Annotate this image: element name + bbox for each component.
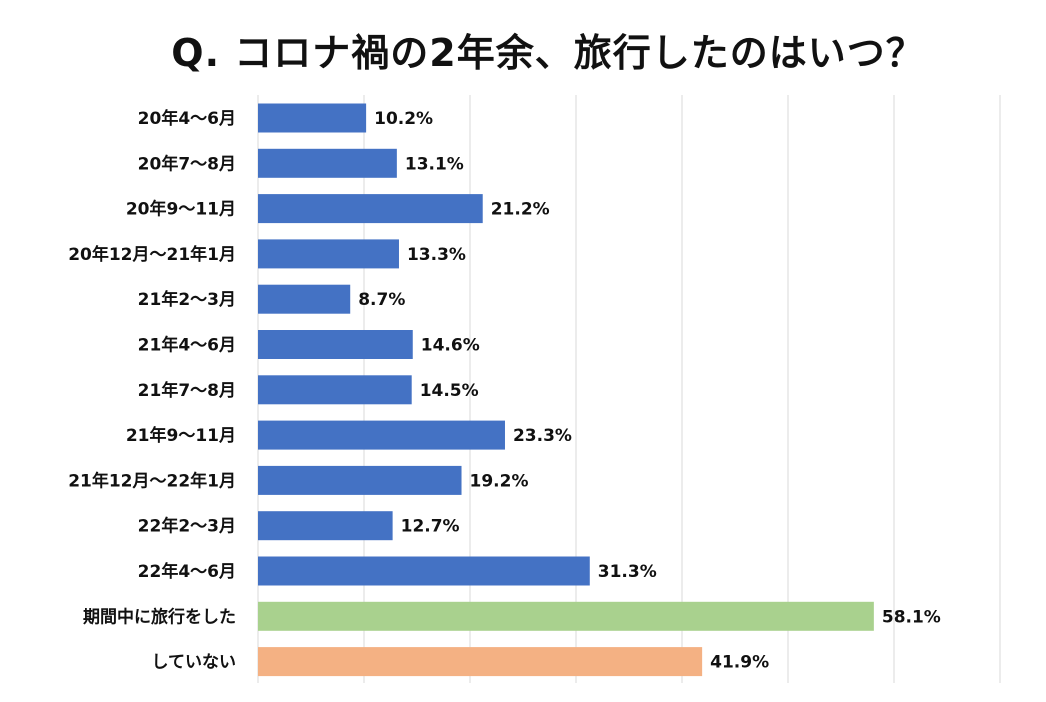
bar	[258, 420, 505, 450]
data-label: 14.5%	[420, 381, 479, 401]
bar	[258, 647, 703, 677]
bar	[258, 465, 462, 495]
bar	[258, 556, 590, 586]
bar	[258, 511, 393, 541]
category-label: 20年4～6月	[138, 108, 236, 129]
data-label: 41.9%	[710, 653, 769, 673]
data-label: 19.2%	[470, 471, 529, 491]
data-label: 58.1%	[882, 607, 941, 627]
data-label: 8.7%	[358, 290, 405, 310]
data-label: 13.1%	[405, 154, 464, 174]
data-label: 13.3%	[407, 245, 466, 265]
data-label: 12.7%	[401, 517, 460, 537]
category-label: 21年7～8月	[138, 380, 236, 401]
data-label: 10.2%	[374, 109, 433, 129]
category-label: 20年9～11月	[126, 199, 236, 220]
category-label: 20年7～8月	[138, 153, 236, 174]
category-label: 21年12月～22年1月	[68, 470, 236, 491]
bar	[258, 239, 399, 269]
bar	[258, 103, 367, 133]
category-label: していない	[152, 653, 237, 673]
bar	[258, 148, 397, 178]
data-label: 23.3%	[513, 426, 572, 446]
bar	[258, 194, 483, 224]
data-label: 21.2%	[491, 200, 550, 220]
category-label: 22年4～6月	[138, 561, 236, 582]
data-label: 14.6%	[421, 336, 480, 356]
category-label: 20年12月～21年1月	[68, 244, 236, 265]
category-label: 21年4～6月	[138, 335, 236, 356]
bar	[258, 375, 412, 405]
category-label: 期間中に旅行をした	[83, 606, 236, 627]
category-label: 21年9～11月	[126, 425, 236, 446]
bar	[258, 284, 351, 314]
chart-title: Q. コロナ禍の2年余、旅行したのはいつ？	[171, 31, 925, 75]
bar	[258, 601, 874, 631]
bar	[258, 330, 413, 359]
category-label: 21年2～3月	[138, 289, 236, 310]
category-label: 22年2～3月	[138, 516, 236, 537]
data-label: 31.3%	[598, 562, 657, 582]
